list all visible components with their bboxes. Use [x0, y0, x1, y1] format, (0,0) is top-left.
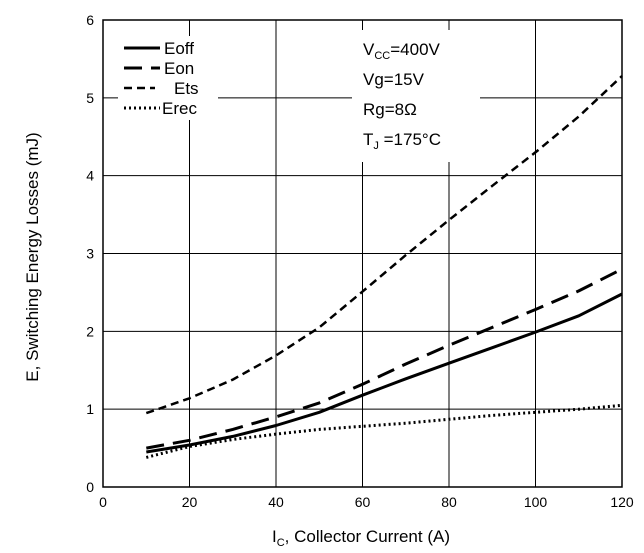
condition-line: TJ =175°C [363, 130, 441, 152]
series-line-eoff [146, 292, 623, 454]
legend-label-ets: Ets [174, 79, 199, 98]
legend-label-erec: Erec [162, 99, 197, 118]
condition-main: Vg=15V [363, 70, 425, 89]
y-tick-label: 5 [86, 90, 94, 106]
legend-background [118, 36, 218, 120]
condition-main: V [363, 40, 375, 59]
x-axis-ticks: 0 20 40 60 80 100 120 [99, 494, 634, 510]
x-axis-title-rest: , Collector Current (A) [285, 527, 450, 546]
y-tick-label: 2 [86, 323, 94, 339]
x-tick-label: 60 [355, 494, 371, 510]
series-layer [145, 75, 623, 459]
series-line-eon [146, 267, 623, 450]
x-tick-label: 0 [99, 494, 107, 510]
conditions-background [352, 30, 480, 162]
y-axis-title: E, Switching Energy Losses (mJ) [23, 132, 42, 381]
series-line-erec [145, 403, 623, 459]
condition-value: =175°C [379, 130, 441, 149]
y-axis-ticks: 0 1 2 3 4 5 6 [86, 12, 94, 495]
condition-line: Vg=15V [363, 70, 425, 89]
condition-main: Rg=8Ω [363, 100, 417, 119]
legend-label-eoff: Eoff [164, 39, 194, 58]
x-axis-title-sub: C [277, 537, 285, 549]
x-tick-label: 80 [441, 494, 457, 510]
y-tick-label: 4 [86, 168, 94, 184]
y-tick-label: 1 [86, 401, 94, 417]
x-tick-label: 20 [182, 494, 198, 510]
plot-frame [102, 19, 623, 488]
x-axis-title: IC, Collector Current (A) [272, 527, 450, 549]
condition-line: Rg=8Ω [363, 100, 417, 119]
condition-line: VCC=400V [363, 40, 441, 62]
x-tick-label: 40 [268, 494, 284, 510]
condition-subscript: CC [374, 50, 390, 62]
legend-label-eon: Eon [164, 59, 194, 78]
series-line-ets [145, 75, 623, 415]
x-tick-label: 120 [610, 494, 634, 510]
x-axis-title-main: I [272, 527, 277, 546]
test-conditions: VCC=400V Vg=15V Rg=8Ω TJ =175°C [363, 40, 441, 152]
y-tick-label: 0 [86, 479, 94, 495]
condition-subscript: J [373, 140, 379, 152]
y-tick-label: 3 [86, 246, 94, 262]
x-tick-label: 100 [524, 494, 548, 510]
condition-main: T [363, 130, 373, 149]
condition-value: =400V [390, 40, 440, 59]
y-tick-label: 6 [86, 12, 94, 28]
